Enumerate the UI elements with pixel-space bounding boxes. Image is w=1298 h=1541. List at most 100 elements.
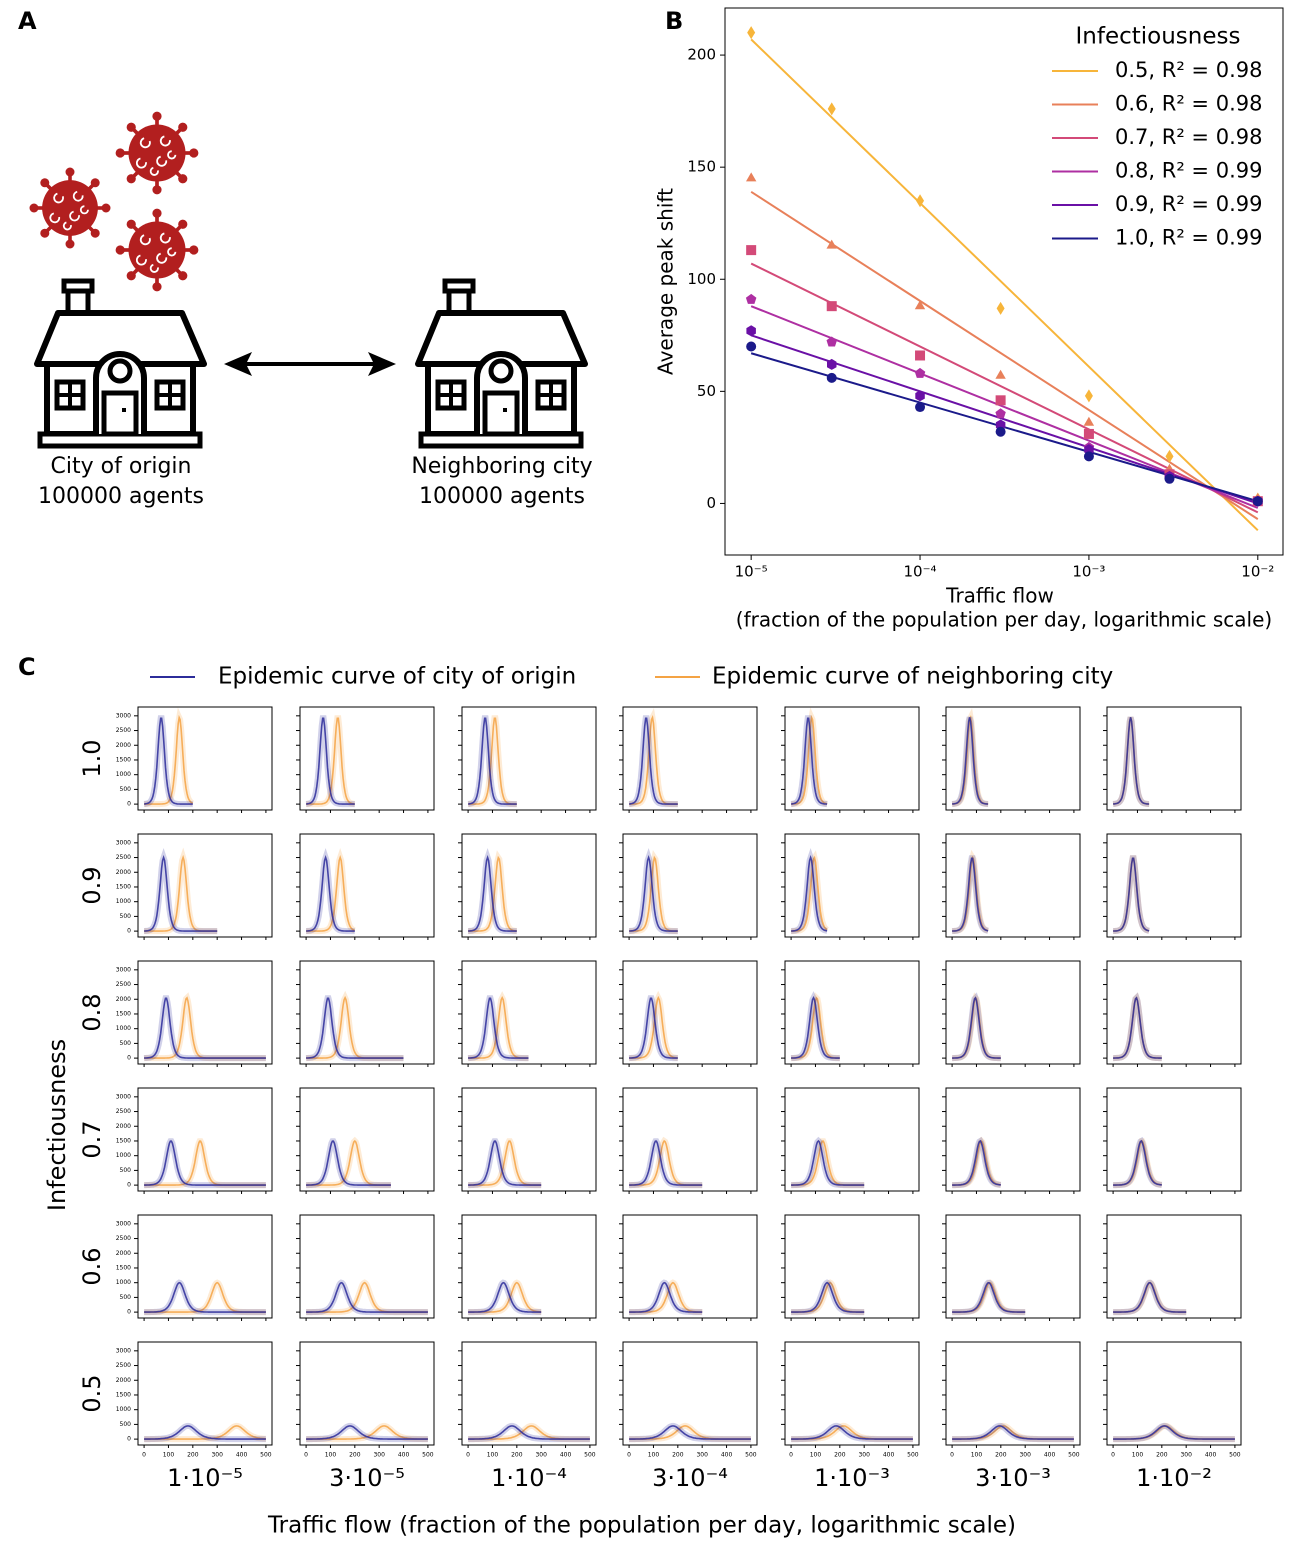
- origin-curve: [629, 717, 678, 805]
- marker: [745, 293, 757, 304]
- origin-curve: [144, 1140, 266, 1186]
- origin-curve: [468, 997, 529, 1059]
- origin-curve: [629, 997, 678, 1059]
- column-label: 3·10⁻⁴: [652, 1464, 728, 1492]
- origin-curve: [952, 1425, 1074, 1440]
- marker: [746, 325, 756, 337]
- row-label: 0.5: [78, 1374, 106, 1412]
- y-tick-label: 0: [127, 1436, 131, 1443]
- neighbor-curve: [629, 995, 678, 1059]
- origin-curve: [306, 997, 404, 1059]
- marker: [915, 390, 925, 402]
- neighbor-curve: [306, 854, 356, 932]
- marker: [826, 301, 837, 312]
- origin-curve: [468, 1425, 590, 1440]
- virus-group: [27, 109, 201, 294]
- y-tick-label: 0: [127, 1182, 131, 1189]
- city-label: Neighboring city: [411, 454, 592, 479]
- x-tick-label: 10⁻²: [1241, 563, 1274, 581]
- marker: [826, 239, 837, 249]
- legend-label: 0.5, R² = 0.98: [1115, 58, 1262, 82]
- city-agents: 100000 agents: [38, 484, 204, 509]
- panel-frame: [1106, 960, 1242, 1065]
- y-tick-label: 3000: [116, 1093, 131, 1100]
- marker: [826, 336, 837, 347]
- city-label: City of origin: [51, 454, 192, 479]
- y-tick-label: 2000: [116, 869, 131, 876]
- y-tick-label: 2500: [116, 1108, 131, 1115]
- panel-label: A: [18, 7, 37, 35]
- marker: [746, 172, 757, 182]
- origin-curve: [952, 1282, 1026, 1313]
- panel-frame: [299, 1087, 435, 1192]
- legend-label: Epidemic curve of neighboring city: [712, 664, 1113, 690]
- panel-frame: [784, 960, 920, 1065]
- origin-curve: [791, 717, 828, 805]
- x-tick-label: 10⁻⁵: [735, 563, 768, 581]
- row-label: 0.6: [78, 1247, 106, 1285]
- marker: [995, 408, 1006, 419]
- marker: [915, 350, 926, 361]
- origin-curve: [629, 854, 678, 932]
- origin-curve: [791, 996, 840, 1059]
- origin-curve: [1113, 996, 1162, 1059]
- origin-curve: [791, 1139, 865, 1186]
- origin-curve: [952, 996, 1001, 1059]
- marker: [827, 358, 837, 370]
- x-tick-label: 100: [1132, 1452, 1144, 1459]
- y-tick-label: 500: [120, 1421, 132, 1428]
- y-tick-label: 2000: [116, 742, 131, 749]
- x-tick-label: 300: [373, 1452, 385, 1459]
- y-tick-label: 0: [127, 928, 131, 935]
- y-tick-label: 1000: [116, 1406, 131, 1413]
- x-tick-label: 300: [858, 1452, 870, 1459]
- marker: [747, 26, 756, 40]
- panel-frame: [622, 960, 758, 1065]
- panel-frame: [1106, 1341, 1242, 1446]
- x-axis-label: Traffic flow: [945, 584, 1054, 608]
- legend-label: 0.9, R² = 0.99: [1115, 192, 1262, 216]
- x-tick-label: 0: [142, 1452, 146, 1459]
- panel-frame: [461, 1214, 597, 1319]
- x-tick-label: 0: [304, 1452, 308, 1459]
- marker: [914, 367, 926, 378]
- origin-curve: [791, 1281, 865, 1313]
- origin-curve: [306, 717, 355, 805]
- panel-frame: [622, 1214, 758, 1319]
- neighbor-house: [418, 281, 585, 446]
- origin-curve: [306, 854, 355, 932]
- panel-frame: [137, 1087, 273, 1192]
- y-tick-label: 500: [120, 1294, 132, 1301]
- origin-curve: [144, 1281, 266, 1313]
- x-tick-label: 200: [1156, 1452, 1168, 1459]
- y-tick-label: 2500: [116, 727, 131, 734]
- origin-curve: [791, 1425, 913, 1440]
- row-label: 0.9: [78, 866, 106, 904]
- origin-curve: [1113, 857, 1150, 932]
- x-tick-label: 500: [422, 1452, 434, 1459]
- row-label: 0.8: [78, 993, 106, 1031]
- fit-line: [750, 38, 1259, 532]
- origin-curve: [1113, 1282, 1187, 1313]
- panel-frame: [299, 833, 435, 938]
- y-tick-label: 2000: [116, 1250, 131, 1257]
- y-tick-label: 200: [687, 46, 716, 64]
- y-tick-label: 1000: [116, 1152, 131, 1159]
- legend-label: 1.0, R² = 0.99: [1115, 226, 1262, 250]
- origin-curve: [468, 1281, 542, 1313]
- x-tick-label: 0: [466, 1452, 470, 1459]
- origin-curve: [306, 1140, 391, 1186]
- marker: [996, 301, 1005, 315]
- origin-curve: [1113, 1139, 1162, 1186]
- double-arrow: [224, 352, 396, 376]
- legend-label: 0.6, R² = 0.98: [1115, 92, 1262, 116]
- marker: [995, 426, 1006, 437]
- panel-label: B: [665, 7, 683, 35]
- column-label: 1·10⁻⁵: [167, 1464, 243, 1492]
- x-tick-label: 500: [907, 1452, 919, 1459]
- y-tick-label: 3000: [116, 712, 131, 719]
- y-tick-label: 1500: [116, 1391, 131, 1398]
- y-tick-label: 1500: [116, 1264, 131, 1271]
- x-tick-label: 400: [883, 1452, 895, 1459]
- x-tick-label: 500: [1068, 1452, 1080, 1459]
